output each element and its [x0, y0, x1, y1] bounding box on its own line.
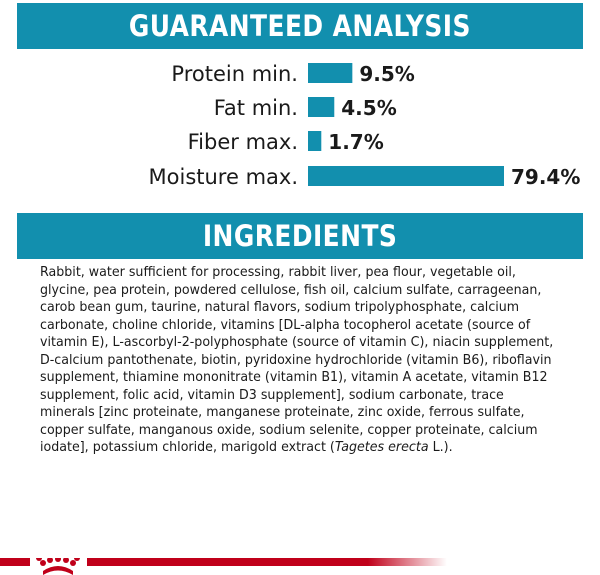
bar-fiber-max	[308, 131, 322, 151]
ingredients-line: Rabbit, water sufficient for processing,…	[40, 264, 516, 280]
ingredients-line: carbonate, choline chloride, vitamins [D…	[40, 316, 531, 333]
ingredients-line: vitamin E), L-ascorbyl-2-polyphosphate (…	[40, 334, 554, 350]
ingredients-line: copper sulfate, manganous oxide, sodium …	[40, 421, 538, 438]
category-label: Protein min.	[171, 62, 298, 86]
ingredients-title: INGREDIENTS	[202, 219, 398, 253]
footer-line-left	[0, 558, 30, 566]
ingredients-header: INGREDIENTS	[17, 213, 583, 259]
ingredients-text: Rabbit, water sufficient for processing,…	[40, 264, 580, 457]
category-label: Fat min.	[214, 96, 298, 120]
guaranteed-analysis-title: GUARANTEED ANALYSIS	[128, 9, 472, 43]
ingredients-line: minerals [zinc proteinate, manganese pro…	[40, 404, 525, 420]
value-label: 9.5%	[359, 62, 414, 86]
ingredients-line: carob bean gum, taurine, natural flavors…	[40, 299, 520, 315]
value-label: 1.7%	[328, 130, 383, 154]
ingredients-italic-name: Tagetes erecta	[334, 439, 429, 455]
value-label: 4.5%	[341, 96, 396, 120]
ingredients-text-part: L.).	[428, 439, 453, 455]
guaranteed-analysis-header: GUARANTEED ANALYSIS	[17, 3, 583, 49]
crown-logo-icon	[36, 558, 80, 575]
guaranteed-analysis-chart: Protein min. 9.5% Fat min. 4.5% Fiber max. 1.…	[149, 62, 581, 189]
category-label: Fiber max.	[188, 130, 298, 154]
bar-moisture-max	[308, 166, 504, 186]
ingredients-line: supplement, thiamine mononitrate (vitami…	[40, 369, 548, 385]
ingredients-line: supplement, folic acid, vitamin D3 suppl…	[40, 386, 504, 403]
ingredients-line: D-calcium pantothenate, biotin, pyridoxi…	[40, 351, 552, 368]
ingredients-text-part: iodate], potassium chloride, marigold ex…	[40, 439, 335, 455]
bar-fat-min	[308, 97, 335, 117]
ingredients-line: iodate], potassium chloride, marigold ex…	[40, 439, 542, 457]
value-label: 79.4%	[511, 165, 580, 189]
ingredients-line: glycine, pea protein, powdered cellulose…	[40, 281, 542, 298]
category-label: Moisture max.	[149, 165, 298, 189]
bar-protein-min	[308, 63, 353, 83]
footer-line-right	[87, 558, 447, 566]
brand-footer	[0, 558, 447, 575]
